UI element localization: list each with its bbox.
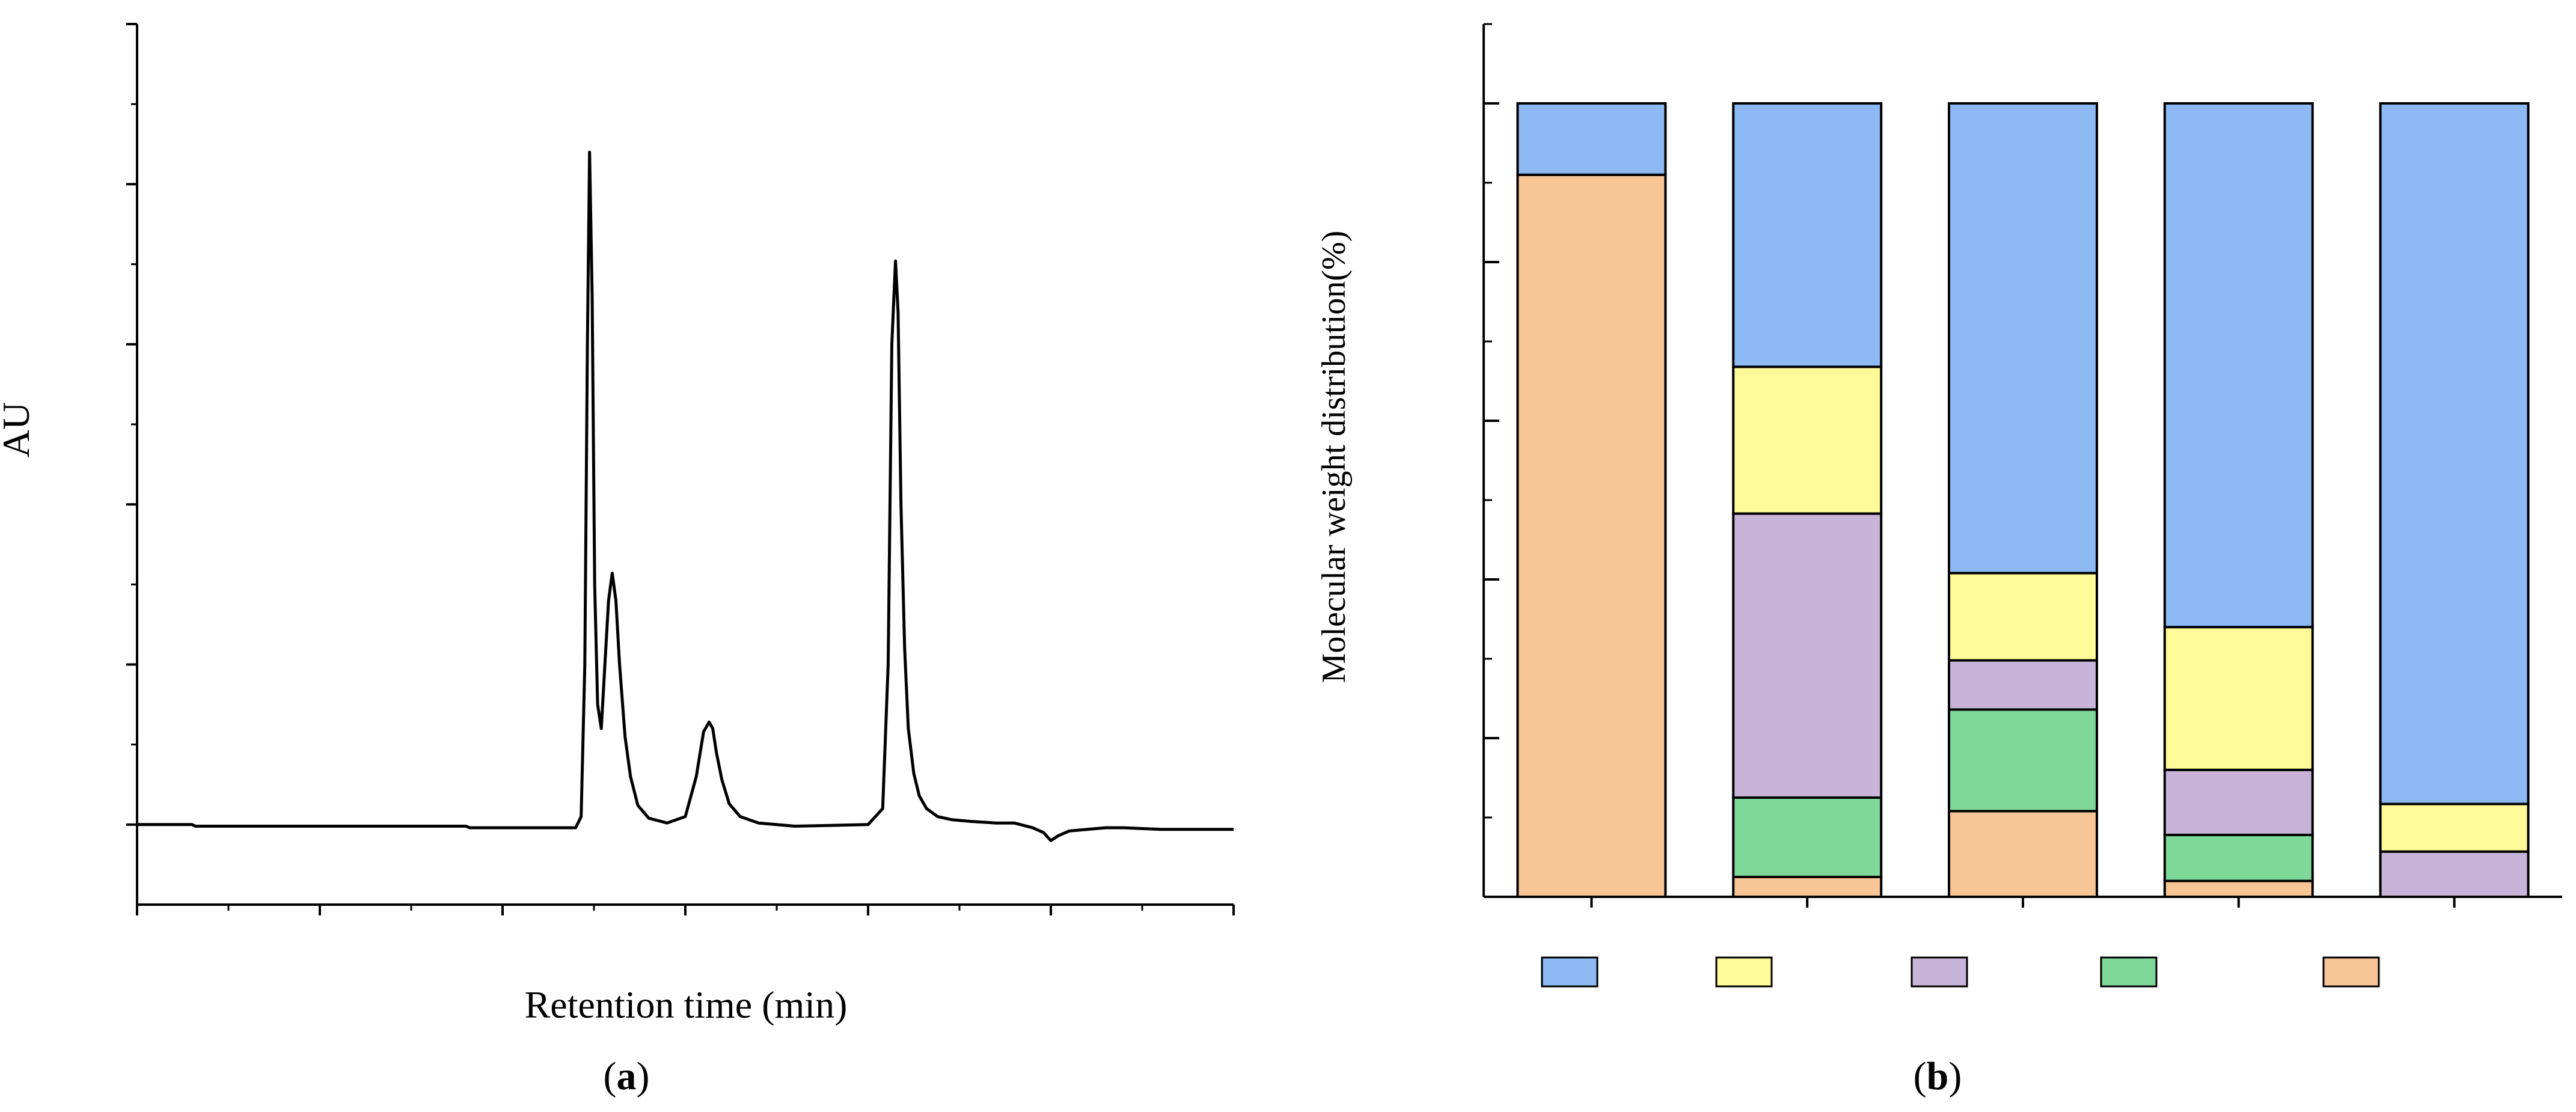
panel-b-bar-segment	[2379, 102, 2530, 805]
panel-b-bar-segment	[1948, 572, 2098, 662]
panel-a-chromatogram-line	[137, 150, 1234, 842]
panel-b-legend-swatch	[1715, 956, 1773, 988]
panel-b-bar-segment	[1732, 876, 1883, 898]
panel-b-bar-segment	[1732, 796, 1883, 878]
panel-a-line-layer	[137, 150, 1234, 842]
panel-b-letter: b	[1927, 1054, 1949, 1098]
panel-b-bar-segment	[2163, 626, 2314, 771]
panel-b-bar-segment	[1948, 659, 2098, 711]
panel-b-bar-segment	[1516, 173, 1667, 898]
panel-b-bar-segment	[2163, 768, 2314, 837]
panel-b-legend-swatch	[1911, 956, 1968, 988]
panel-a-letter: a	[617, 1054, 637, 1098]
panel-b-bar-segment	[1948, 708, 2098, 813]
panel-b-bar-segment	[2163, 102, 2314, 629]
panel-b-bar-segment	[2163, 834, 2314, 882]
panel-b-y-axis-label: Molecular weight distribution(%)	[1315, 231, 1353, 683]
panel-a-ticks	[126, 23, 1235, 915]
panel-b-ticks	[1484, 23, 2456, 908]
panel-b-legend-swatch	[2100, 956, 2158, 988]
panel-a-label: (a)	[604, 1054, 650, 1098]
panel-b-legend	[1541, 956, 2380, 988]
panel-b-bar-segment	[1516, 102, 1667, 176]
panel-b-bar-segment	[1948, 810, 2098, 898]
panel-b-bar-segment	[2379, 802, 2530, 853]
panel-a-x-axis-label: Retention time (min)	[525, 983, 848, 1026]
panel-b-label: (b)	[1914, 1054, 1962, 1098]
panel-a-axes	[136, 24, 1234, 906]
panel-b-bar-segment	[1732, 365, 1883, 515]
panel-b-bar-segment	[1732, 102, 1883, 368]
panel-b-bar-segment	[1948, 102, 2098, 575]
panel-b-bars	[1516, 102, 2530, 899]
panel-a-chromatogram: AU Retention time (min) (a)	[0, 23, 1235, 1098]
panel-a-y-axis-label: AU	[0, 402, 37, 457]
panel-b-legend-swatch	[1541, 956, 1599, 988]
panel-b-legend-swatch	[2322, 956, 2380, 988]
panel-b-bar-segment	[2163, 879, 2314, 898]
panel-b-bar-segment	[2379, 850, 2530, 899]
panel-b-stacked-bar: Molecular weight distribution(%) (b)	[1315, 23, 2562, 1098]
panel-b-bar-segment	[1732, 512, 1883, 799]
